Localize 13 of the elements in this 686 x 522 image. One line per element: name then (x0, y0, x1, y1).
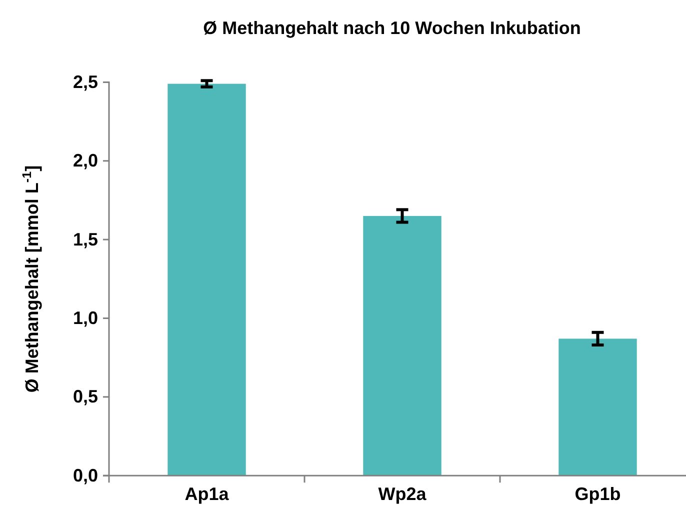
y-tick-label: 1,0 (72, 308, 98, 328)
y-tick-label: 2,5 (72, 72, 98, 92)
y-tick-label: 2,0 (72, 150, 98, 171)
bar (363, 216, 442, 476)
y-tick-label: 0,0 (72, 465, 98, 486)
y-tick-label: 0,5 (72, 386, 98, 407)
bar (558, 338, 637, 476)
x-tick-label: Gp1b (574, 484, 621, 504)
chart-title: Ø Methangehalt nach 10 Wochen Inkubation (203, 18, 581, 38)
x-tick-label: Wp2a (378, 484, 428, 504)
y-tick-label: 1,5 (72, 229, 98, 250)
x-tick-label: Ap1a (184, 484, 230, 504)
bar (168, 84, 246, 476)
